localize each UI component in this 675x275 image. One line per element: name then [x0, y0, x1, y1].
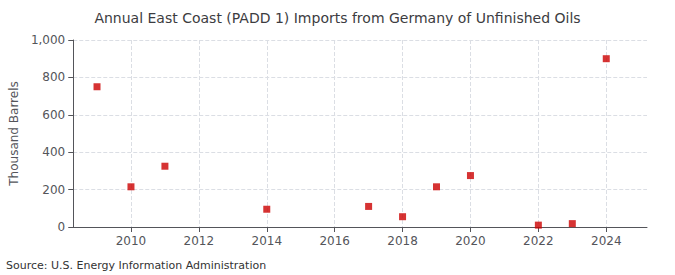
svg-text:2014: 2014: [251, 234, 282, 248]
svg-text:200: 200: [42, 183, 65, 197]
svg-text:Annual East Coast (PADD 1) Imp: Annual East Coast (PADD 1) Imports from …: [94, 10, 580, 26]
svg-text:2018: 2018: [387, 234, 418, 248]
svg-text:2010: 2010: [116, 234, 147, 248]
svg-text:2016: 2016: [319, 234, 350, 248]
svg-text:2020: 2020: [455, 234, 486, 248]
svg-text:Thousand Barrels: Thousand Barrels: [7, 81, 21, 186]
svg-text:1,000: 1,000: [31, 33, 65, 47]
svg-text:800: 800: [42, 70, 65, 84]
svg-text:600: 600: [42, 108, 65, 122]
svg-text:2012: 2012: [184, 234, 215, 248]
svg-text:2024: 2024: [591, 234, 622, 248]
svg-text:Source: U.S. Energy Informatio: Source: U.S. Energy Information Administ…: [6, 259, 266, 272]
svg-text:0: 0: [58, 220, 66, 234]
svg-text:400: 400: [42, 145, 65, 159]
svg-text:2022: 2022: [523, 234, 554, 248]
